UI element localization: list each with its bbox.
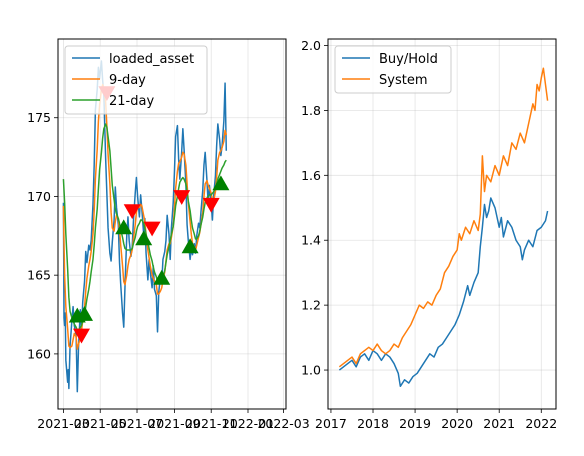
y-tick-label: 160 [27,346,51,361]
y-tick-label: 175 [27,110,51,125]
legend-label-9-day: 9-day [109,73,146,88]
x-tick-label: 2021-03 [37,416,89,431]
series-line-system [338,67,549,368]
right-series [338,67,549,388]
buy-signal-marker [153,269,171,285]
x-tick-label: 2019 [399,416,431,431]
left-legend: loaded_asset 9-day 21-day [64,45,208,115]
buy-signal-marker [135,230,153,246]
x-tick-label: 2022 [525,416,557,431]
sell-signal-marker [143,221,161,237]
sell-signal-marker [123,204,141,220]
sell-signal-marker [202,197,220,213]
buy-signal-marker [181,238,199,254]
x-tick-label: 2022-01 [222,416,274,431]
buy-signal-marker [76,306,93,321]
left-series [62,60,228,393]
right-plot-frame [327,38,557,410]
x-tick-label: 2021-05 [74,416,126,431]
y-tick-label: 1.0 [301,363,321,378]
x-tick-label: 2020 [441,416,473,431]
x-tick-label: 2021 [483,416,515,431]
x-tick-label: 2021-07 [111,416,163,431]
sell-signal-marker [73,328,90,344]
buy-signal-marker [115,219,133,235]
sell-signal-marker [173,190,191,205]
x-tick-label: 2018 [357,416,389,431]
y-tick-label: 170 [27,189,51,204]
y-tick-label: 1.6 [301,168,321,183]
left-axes: 2021-032021-052021-072021-092021-112022-… [27,38,310,431]
right-grid [328,39,556,409]
right-axes: 2017 2018 2019 2020 2021 2022 1.0 1.2 1.4 1.6 1.8 2… [301,38,557,431]
y-tick-label: 1.8 [301,103,321,118]
left-plot-frame [57,38,287,410]
y-tick-label: 2.0 [301,38,321,53]
x-tick-label: 2021-09 [148,416,200,431]
y-tick-label: 1.2 [301,298,321,313]
legend-label-buy-hold: Buy/Hold [379,52,438,67]
x-tick-label: 2017 [315,416,347,431]
series-line-buy-hold [338,197,549,388]
y-tick-label: 165 [27,268,51,283]
legend-label-system: System [379,73,427,88]
y-tick-label: 1.4 [301,233,321,248]
series-line-21-day [62,123,227,332]
x-tick-label: 2022-03 [257,416,309,431]
right-ticks: 2017 2018 2019 2020 2021 2022 1.0 1.2 1.4 1.6 1.8 2… [301,38,557,431]
legend-label-loaded-asset: loaded_asset [109,52,194,67]
legend-label-21-day: 21-day [109,94,154,109]
right-legend: Buy/Hold System [334,45,452,94]
buy-signal-marker [212,175,230,191]
left-signal-markers [68,86,230,344]
x-tick-label: 2021-11 [185,416,237,431]
legend-frame [64,45,208,115]
left-ticks: 2021-032021-052021-072021-092021-112022-… [27,110,310,431]
